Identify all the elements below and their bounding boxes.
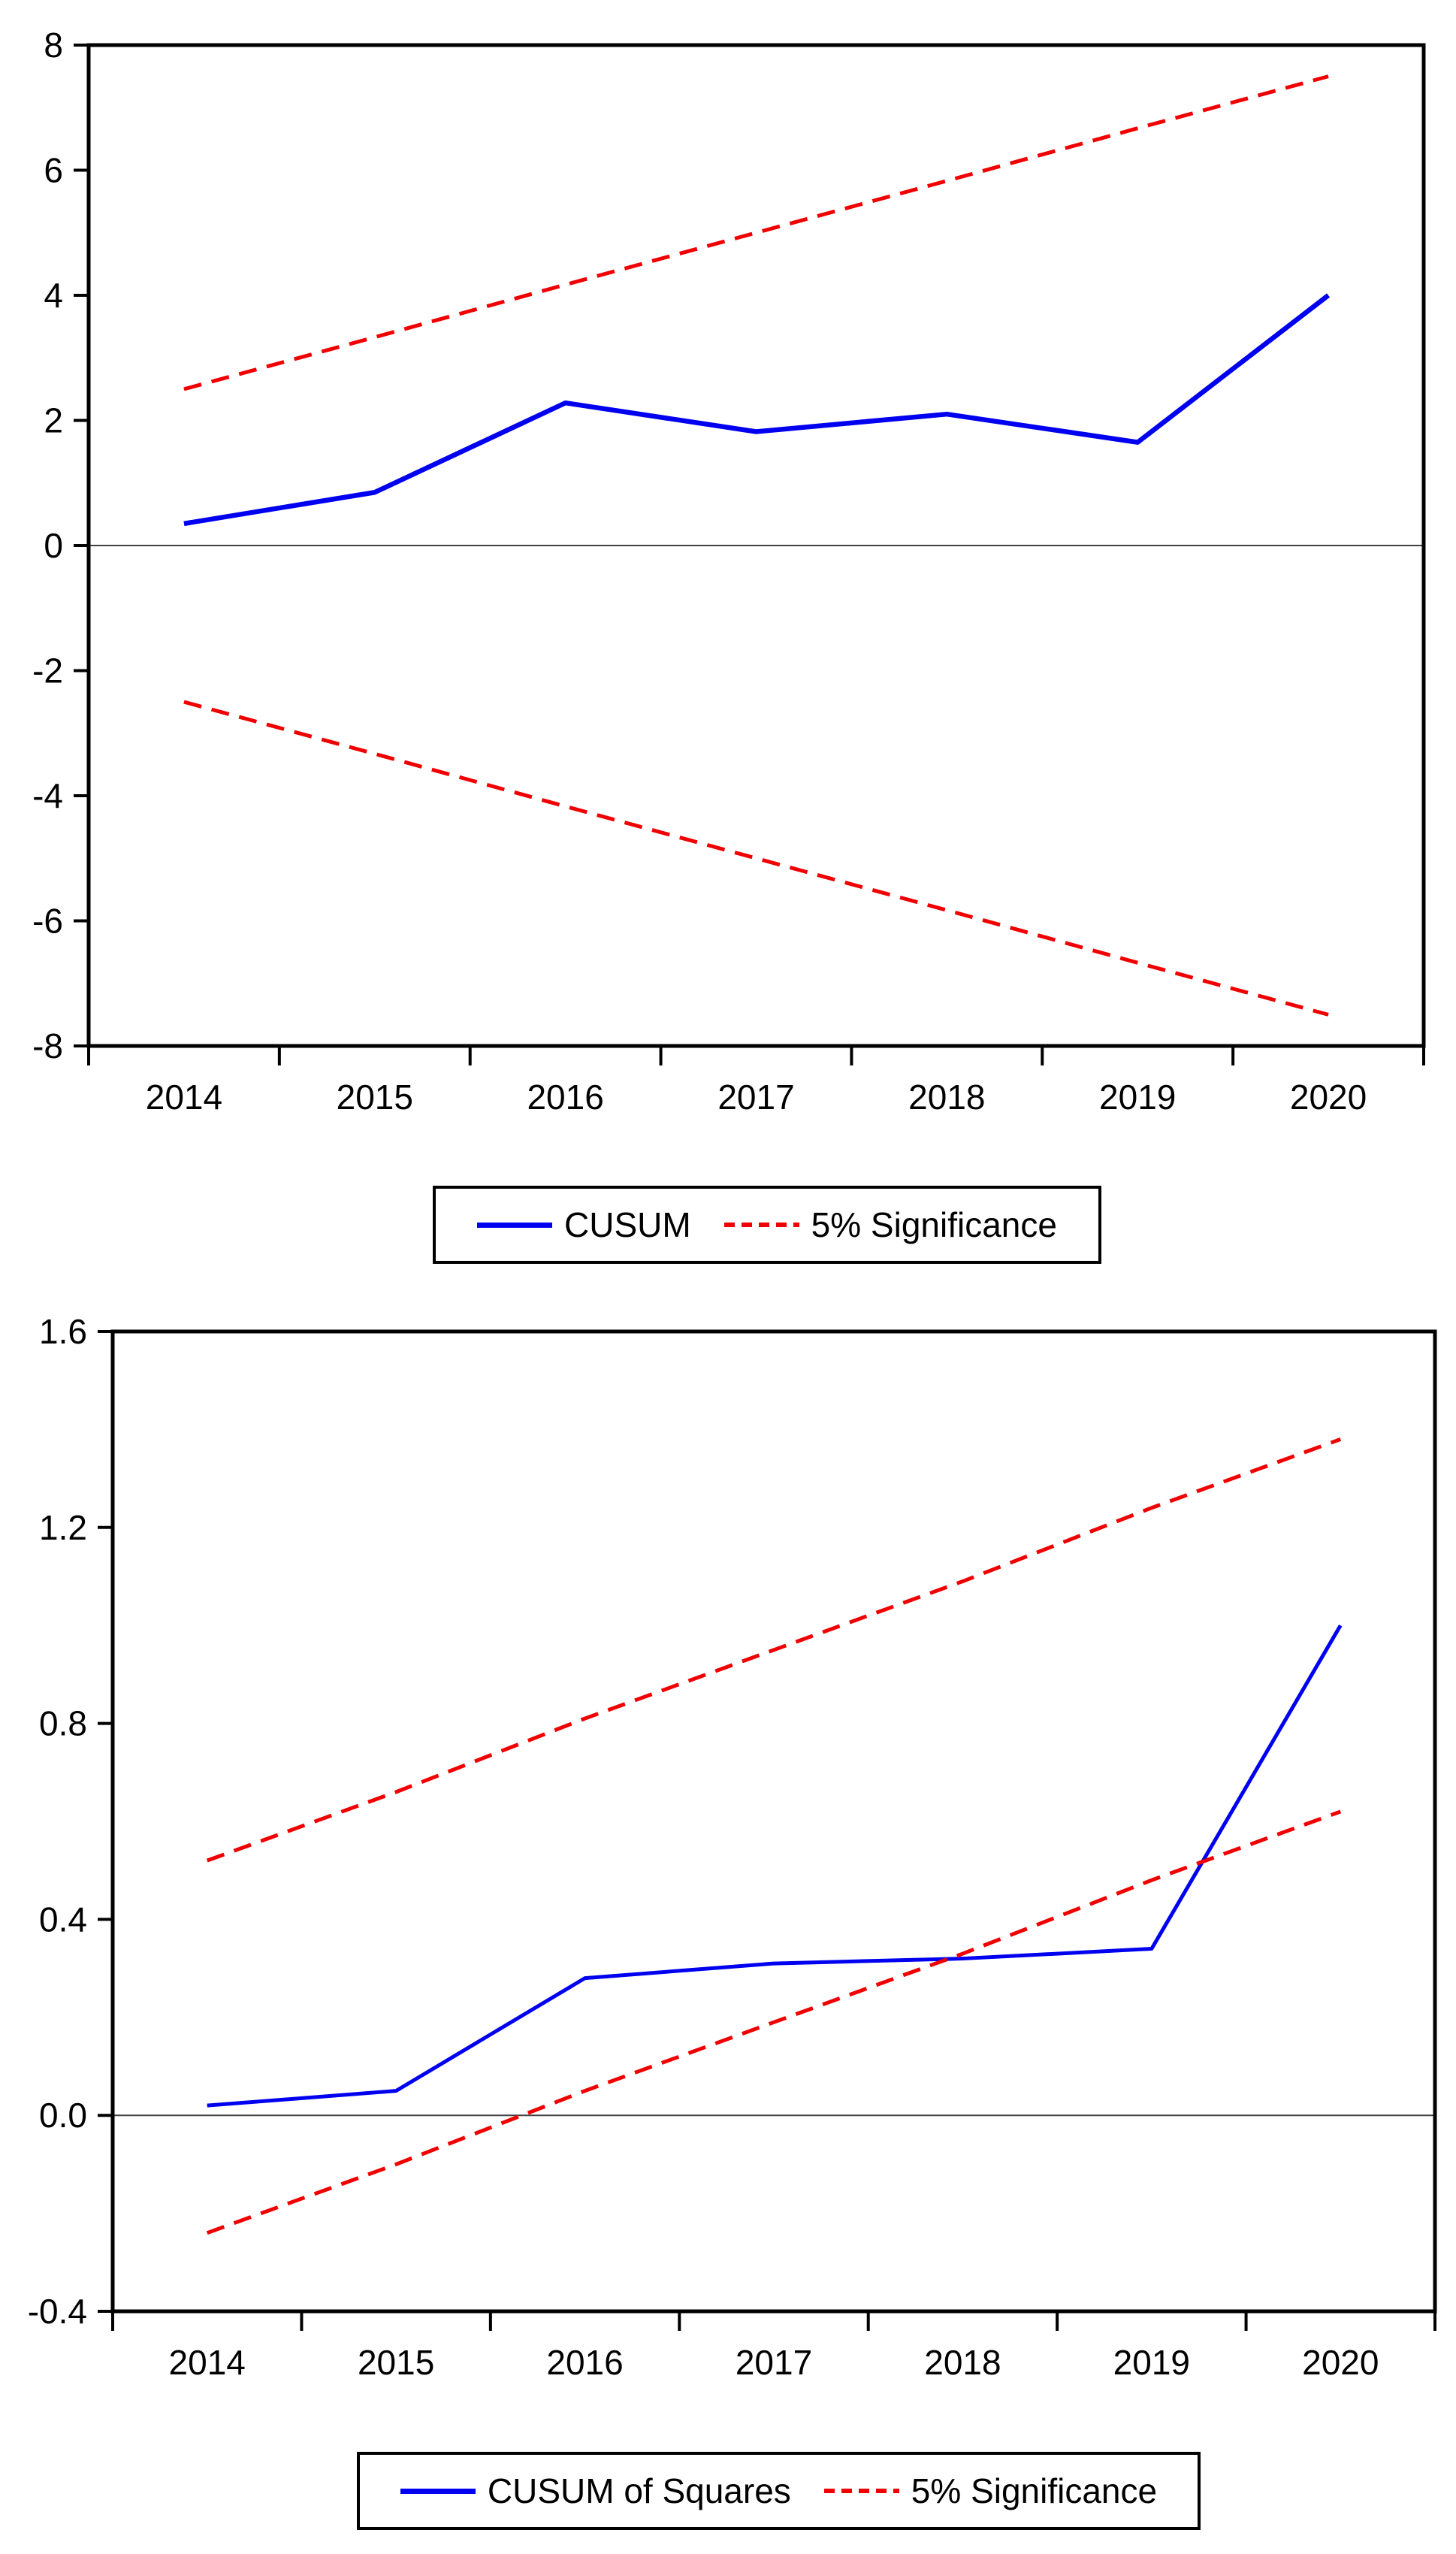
y-tick-label: 8 <box>44 26 63 65</box>
x-tick-label: 2019 <box>1099 1078 1176 1117</box>
plot-border <box>110 1329 1437 2314</box>
y-tick-label: 0.0 <box>39 2096 87 2135</box>
y-tick-label: 6 <box>44 151 63 190</box>
x-tick-label: 2020 <box>1302 2343 1379 2382</box>
y-tick-label: 0 <box>44 526 63 565</box>
y-tick-label: -6 <box>32 902 63 941</box>
x-tick-label: 2019 <box>1113 2343 1190 2382</box>
y-tick-label: -8 <box>32 1026 63 1065</box>
y-tick-label: -4 <box>32 776 63 815</box>
x-tick-label: 2015 <box>337 1078 413 1117</box>
significance-line-sample <box>823 2489 899 2493</box>
x-tick-label: 2016 <box>527 1078 603 1117</box>
cusum-line-sample <box>477 1222 552 1228</box>
y-tick-label: 4 <box>44 276 63 315</box>
x-tick-label: 2020 <box>1290 1078 1367 1117</box>
cusum-legend: CUSUM 5% Significance <box>433 1186 1101 1264</box>
x-tick-label: 2015 <box>358 2343 434 2382</box>
y-tick-label: -2 <box>32 651 63 691</box>
cusumsq-legend-label: CUSUM of Squares <box>487 2471 791 2510</box>
x-tick-label: 2014 <box>169 2343 246 2382</box>
series-sig-lower <box>206 1809 1342 2235</box>
x-tick-label: 2014 <box>146 1078 222 1117</box>
x-tick-label: 2017 <box>736 2343 812 2382</box>
x-tick-label: 2016 <box>546 2343 623 2382</box>
series-cusumsq <box>207 1624 1343 2108</box>
series-sig-upper <box>206 1437 1342 1863</box>
cusumsq-legend: CUSUM of Squares 5% Significance <box>357 2452 1201 2530</box>
significance-line-sample <box>723 1223 799 1227</box>
series-sig-upper <box>183 74 1329 391</box>
y-tick-label: 2 <box>44 401 63 440</box>
x-tick-label: 2017 <box>717 1078 794 1117</box>
y-tick-label: 0.8 <box>39 1704 87 1743</box>
cusum-legend-label: CUSUM <box>564 1205 691 1244</box>
x-tick-label: 2018 <box>924 2343 1001 2382</box>
x-tick-label: 2018 <box>908 1078 985 1117</box>
y-tick-label: 0.4 <box>39 1900 87 1939</box>
significance-legend-label: 5% Significance <box>911 2471 1158 2510</box>
series-sig-lower <box>183 700 1329 1017</box>
y-tick-label: 1.2 <box>39 1508 87 1547</box>
y-tick-label: -0.4 <box>28 2292 87 2331</box>
series-cusum <box>183 293 1331 527</box>
cusumsq-line-sample <box>400 2488 476 2494</box>
significance-legend-label: 5% Significance <box>811 1205 1057 1244</box>
y-tick-label: 1.6 <box>39 1312 87 1351</box>
